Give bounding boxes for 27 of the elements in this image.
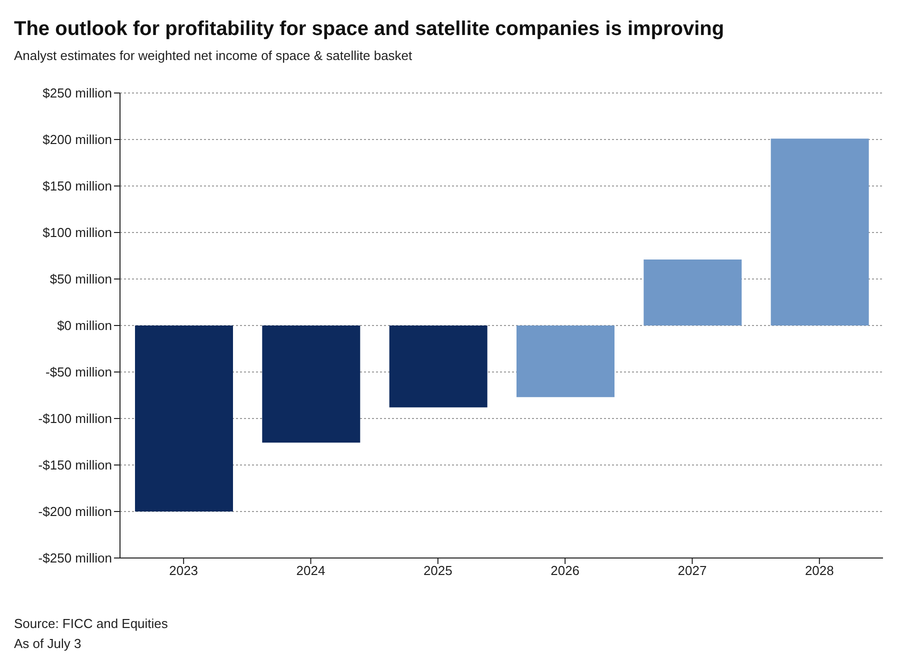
y-tick-label: -$200 million — [38, 504, 112, 520]
y-tick-label: -$100 million — [38, 411, 112, 426]
source-note: Source: FICC and Equities — [14, 615, 168, 633]
bar — [135, 326, 233, 512]
bar — [389, 326, 488, 408]
bar — [516, 326, 614, 398]
x-tick-label: 2027 — [678, 563, 707, 578]
chart-title: The outlook for profitability for space and satellite companies is improving — [14, 18, 724, 41]
y-tick-label: $0 million — [57, 318, 112, 334]
y-tick-label: $200 million — [42, 132, 112, 148]
y-tick-label: -$150 million — [38, 458, 112, 473]
y-tick-label: $50 million — [50, 272, 112, 287]
x-tick-label: 2024 — [296, 563, 326, 578]
y-tick-label: -$250 million — [38, 550, 112, 566]
y-tick-label: $100 million — [42, 225, 112, 240]
bar — [770, 138, 869, 326]
y-tick-label: -$50 million — [46, 364, 112, 380]
x-tick-label: 2026 — [550, 563, 580, 578]
text: As of July 3 — [14, 635, 82, 653]
x-tick-label: 2028 — [804, 563, 834, 578]
y-tick-label: $250 million — [42, 86, 112, 101]
bar — [644, 259, 742, 326]
chart-subtitle: Analyst estimates for weighted net income of space & satellite basket — [14, 48, 412, 63]
x-tick-label: 2023 — [169, 563, 198, 578]
x-tick-label: 2025 — [423, 563, 452, 578]
y-tick-label: $150 million — [42, 178, 112, 194]
bar — [262, 326, 360, 443]
